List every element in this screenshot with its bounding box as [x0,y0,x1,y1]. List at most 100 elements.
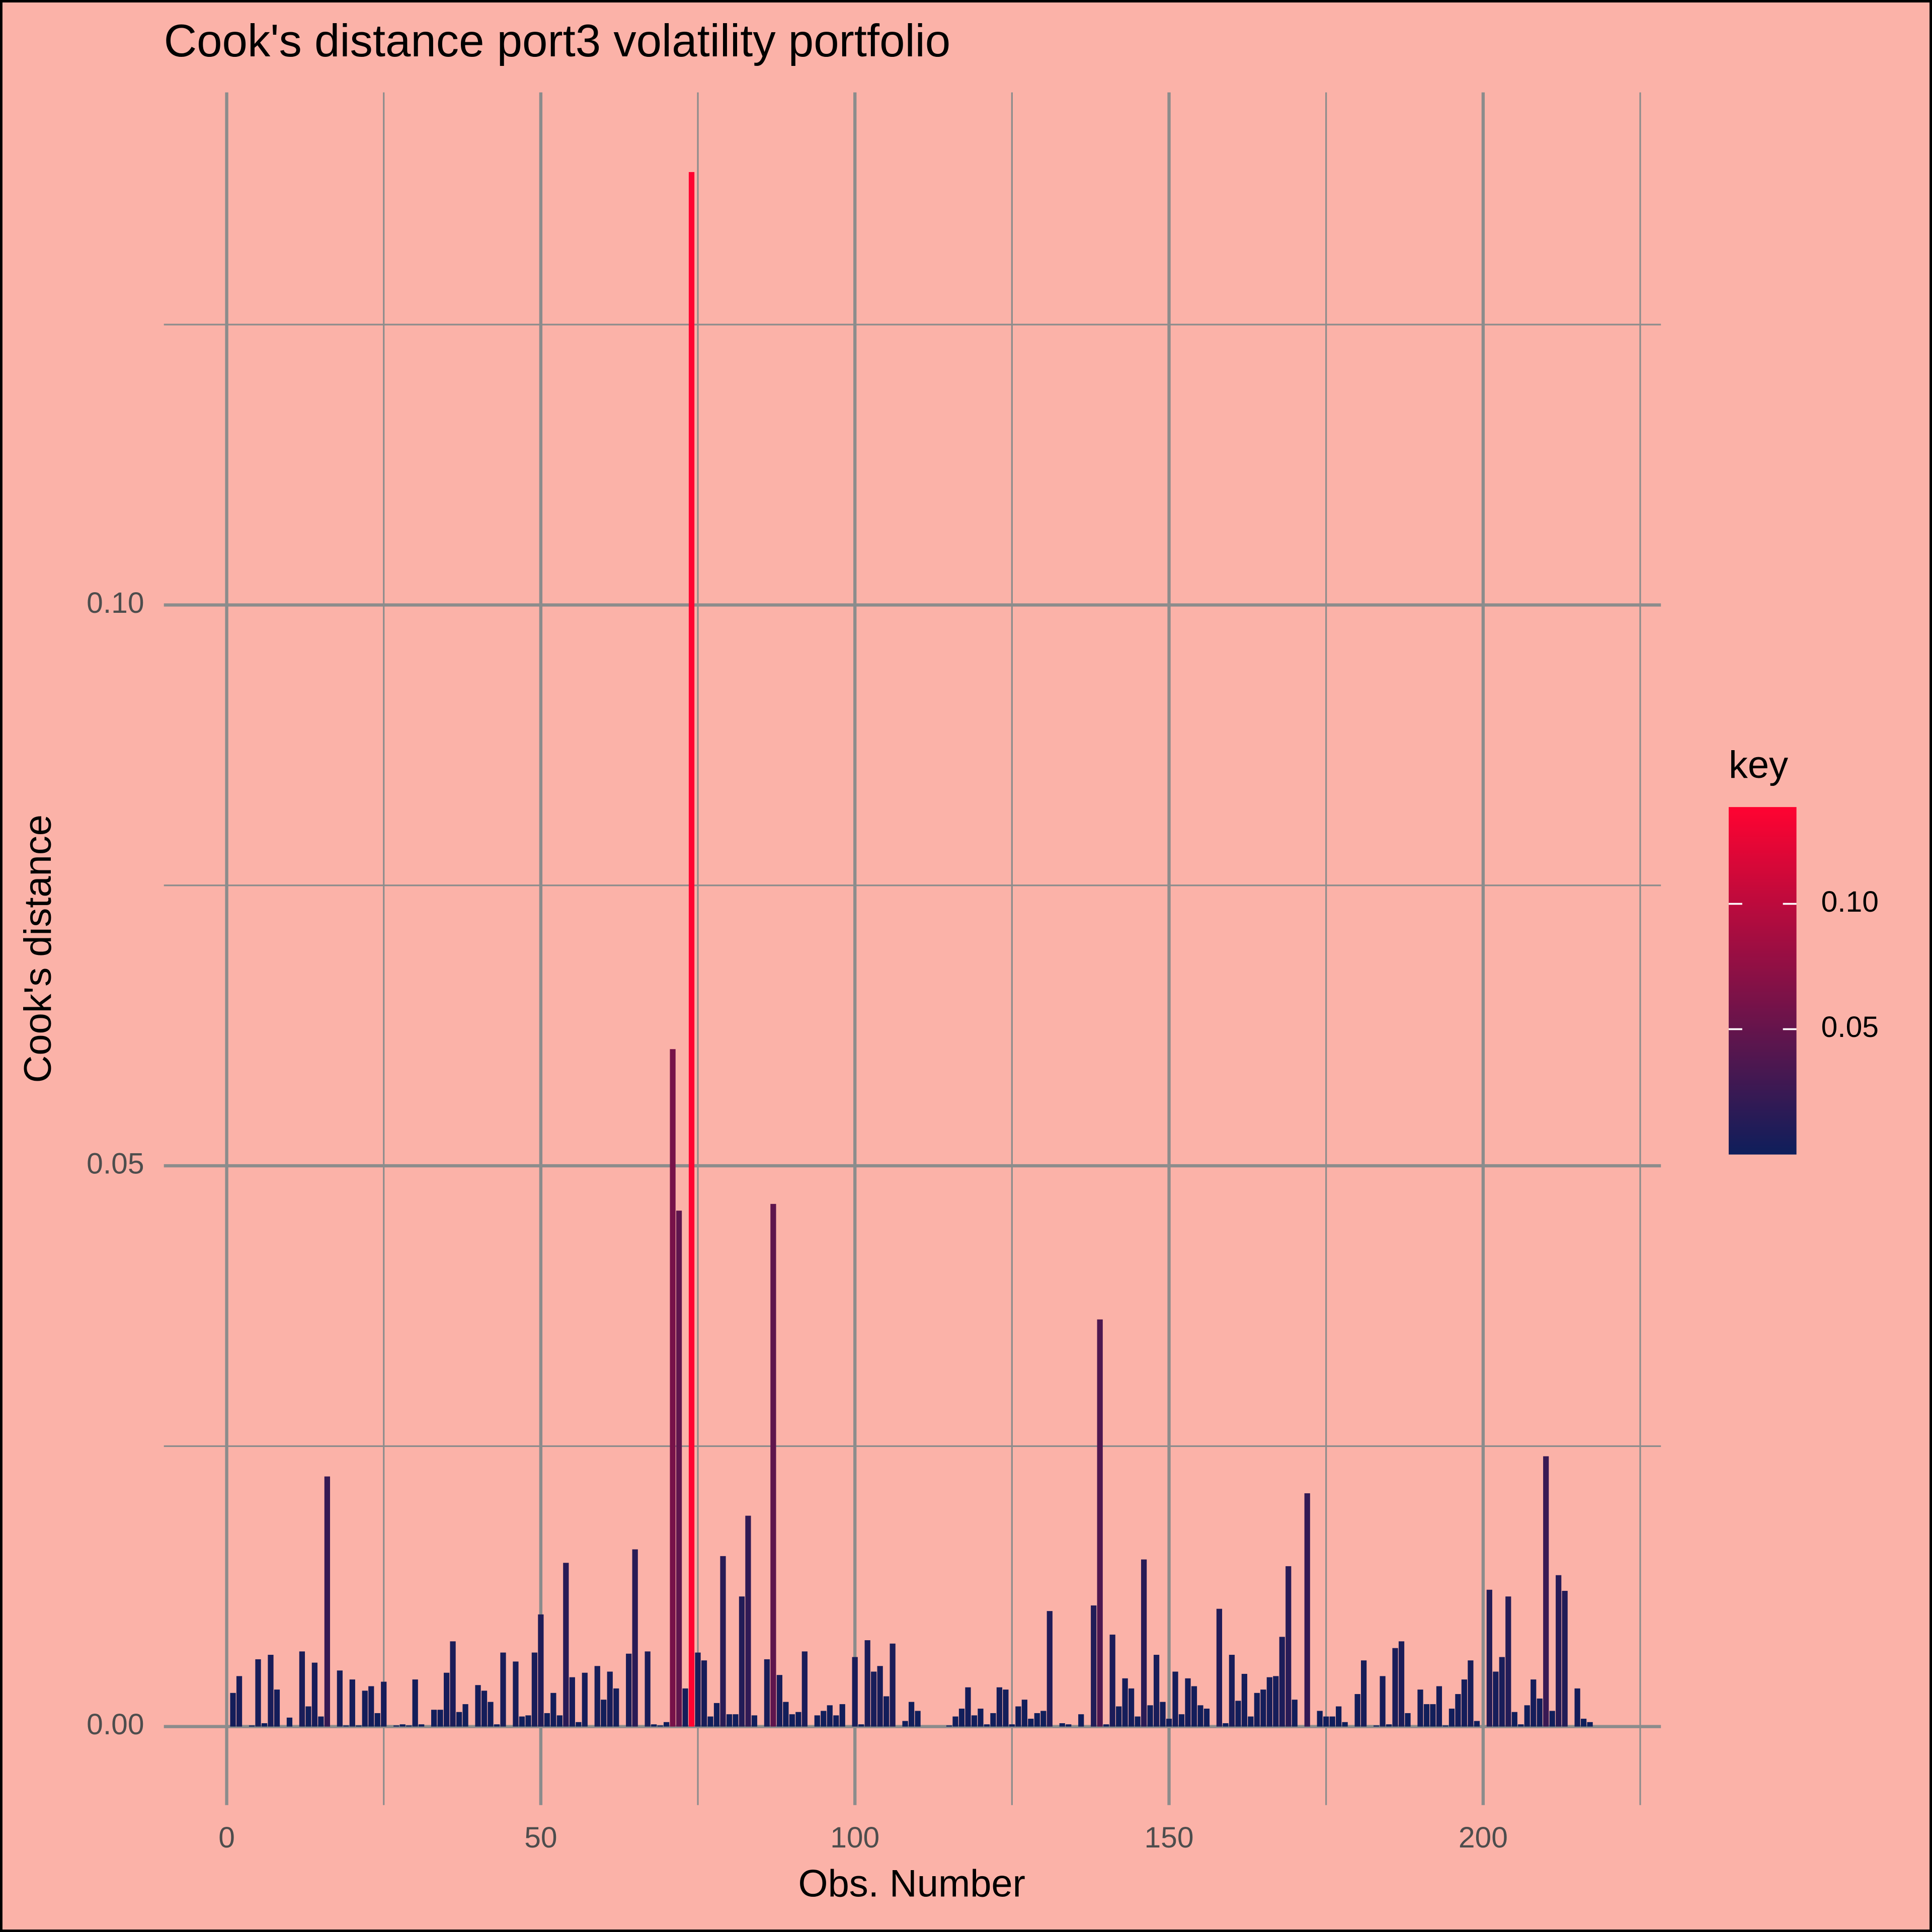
bar [236,1676,243,1727]
bar [1511,1712,1517,1727]
bar [1461,1679,1468,1727]
bar [594,1666,600,1727]
bar [1398,1641,1405,1727]
bar [544,1713,550,1727]
bar [582,1672,588,1727]
grid [164,92,1661,1805]
bar [720,1556,726,1727]
bar [1235,1701,1241,1727]
bar [1009,1724,1015,1727]
bar [984,1724,990,1727]
bar [550,1693,556,1727]
bar [1380,1676,1386,1727]
bar [1574,1688,1580,1727]
bar [1581,1719,1587,1727]
bar [299,1651,305,1727]
bar [1141,1559,1147,1727]
bar [733,1714,739,1727]
bar [613,1688,619,1727]
bar [745,1515,751,1727]
bar [890,1643,896,1727]
legend: 0.05 0.10 [1728,807,1879,1155]
bar [462,1704,468,1727]
x-tick-label: 150 [1145,1821,1194,1854]
bar [996,1687,1003,1727]
bar [1360,1660,1367,1727]
bar [789,1714,795,1727]
bar [632,1549,638,1727]
bar [1524,1705,1530,1727]
bar [871,1671,877,1727]
bar [1556,1575,1562,1727]
bar [833,1715,839,1727]
bar [1116,1706,1122,1727]
bar [481,1691,488,1727]
bar [1531,1679,1537,1727]
bar [1392,1648,1398,1727]
bar [1103,1724,1109,1727]
bar [1254,1693,1260,1727]
x-tick-label: 100 [830,1821,879,1854]
bar [1122,1678,1128,1727]
bar [1129,1688,1135,1727]
bar [990,1713,996,1727]
bar [1153,1655,1160,1727]
bar [268,1655,274,1727]
bar [1543,1456,1549,1727]
bar [1109,1634,1115,1727]
bar [739,1596,745,1727]
bar [801,1651,808,1727]
bar [374,1713,380,1727]
bar [1285,1566,1292,1727]
bar [601,1700,607,1727]
bar [1342,1722,1348,1727]
bar [311,1662,318,1727]
bar [286,1717,293,1727]
bar [1185,1678,1191,1727]
bar [450,1641,456,1727]
bar [902,1721,908,1727]
bar [556,1715,562,1727]
legend-title: key [1729,744,1788,786]
bar [318,1716,324,1727]
bar [274,1689,280,1727]
bar [419,1724,425,1727]
bar [1135,1716,1141,1727]
bar [1317,1711,1323,1727]
x-tick-label: 200 [1459,1821,1508,1854]
bar [776,1675,783,1727]
bar [1059,1723,1065,1727]
bar [437,1710,443,1727]
bar [707,1716,713,1727]
bar [488,1702,494,1727]
bar [864,1640,870,1727]
bar [713,1703,720,1727]
bar [368,1686,374,1727]
bar [1417,1689,1423,1727]
bar [500,1652,506,1727]
bar [1386,1724,1392,1727]
bar [1229,1655,1235,1727]
chart-title: Cook's distance port3 volatility portfol… [164,16,950,66]
bar [531,1652,538,1727]
bar [337,1670,343,1727]
bar [349,1679,355,1727]
bar [362,1691,368,1727]
bar [883,1696,890,1727]
y-tick-label: 0.10 [87,587,144,619]
bar [249,1725,255,1727]
bar [1241,1673,1247,1727]
bar [399,1724,406,1727]
bar [908,1702,915,1727]
bar [1474,1721,1480,1727]
bar [651,1724,657,1727]
x-axis-title: Obs. Number [798,1862,1025,1905]
bar [456,1712,462,1727]
bar [958,1709,965,1727]
bar [1260,1689,1266,1727]
bar [1091,1605,1097,1727]
bar [783,1702,789,1727]
bar [1486,1589,1492,1727]
bar [657,1725,663,1727]
bar [1468,1660,1474,1727]
